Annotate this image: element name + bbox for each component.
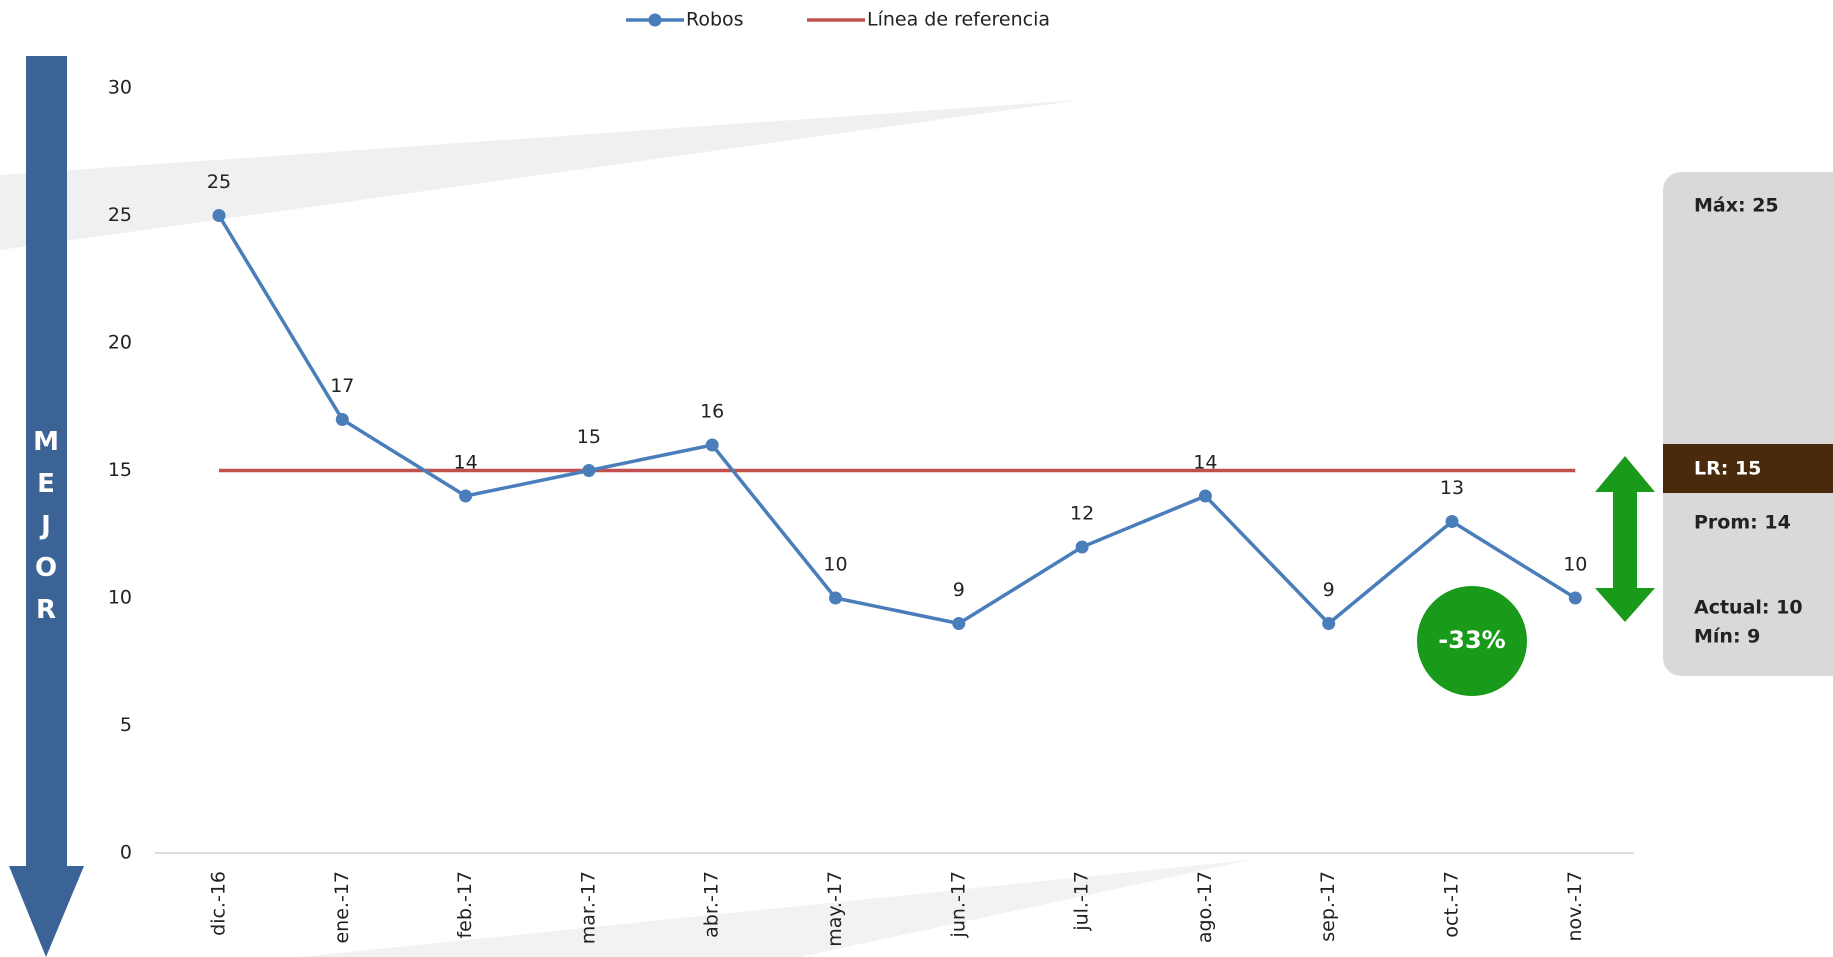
y-tick-label: 5 (120, 714, 132, 736)
legend-marker (648, 13, 662, 27)
data-label: 13 (1440, 477, 1464, 499)
point (705, 438, 719, 452)
point (459, 489, 473, 503)
x-tick-label: sep.-17 (1317, 871, 1339, 942)
data-label: 10 (1563, 554, 1587, 576)
point (1322, 617, 1336, 630)
point (1445, 515, 1459, 528)
y-tick-label: 25 (108, 204, 132, 226)
panel-min: Mín: 9 (1694, 626, 1760, 648)
point (582, 464, 596, 477)
x-tick-label: mar.-17 (577, 871, 599, 944)
panel-actual: Actual: 10 (1694, 597, 1803, 619)
summary-panel (1663, 172, 1833, 676)
data-label: 9 (953, 579, 965, 601)
data-label: 17 (330, 375, 354, 397)
series-line (217, 214, 1577, 626)
x-tick-label: may.-17 (824, 871, 846, 947)
x-tick-label: jul.-17 (1071, 871, 1093, 932)
point (952, 617, 966, 630)
x-tick-label: jun.-17 (947, 871, 969, 938)
data-label: 14 (1193, 452, 1217, 474)
x-tick-label: ago.-17 (1194, 871, 1216, 943)
badge-text: -33% (1438, 626, 1505, 654)
y-tick-label: 30 (108, 77, 132, 99)
x-tick-label: ene.-17 (331, 871, 353, 944)
bg-swoosh (0, 100, 1080, 250)
point (212, 209, 226, 222)
badge (1417, 586, 1527, 696)
y-tick-label: 20 (108, 332, 132, 354)
lr-band (1663, 444, 1833, 493)
x-tick-label: feb.-17 (454, 871, 476, 939)
legend-label: Línea de referencia (867, 9, 1050, 31)
point (1568, 591, 1582, 605)
data-label: 15 (577, 426, 601, 448)
side-arrow-head (9, 866, 84, 957)
y-tick-label: 0 (120, 842, 132, 864)
y-tick-label: 15 (108, 459, 132, 481)
data-label: 10 (823, 554, 847, 576)
bg-swoosh (300, 860, 1250, 957)
panel-max: Máx: 25 (1694, 195, 1779, 217)
data-label: 9 (1323, 579, 1335, 601)
legend-label: Robos (686, 9, 744, 31)
data-label: 16 (700, 401, 724, 423)
x-tick-label: dic.-16 (208, 871, 230, 936)
data-label: 14 (454, 452, 478, 474)
x-tick-label: oct.-17 (1441, 871, 1463, 938)
panel-prom: Prom: 14 (1694, 512, 1791, 534)
x-tick-label: nov.-17 (1564, 871, 1586, 942)
data-label: 25 (207, 171, 231, 193)
point (1198, 489, 1212, 503)
point (829, 591, 842, 605)
y-tick-label: 10 (108, 587, 132, 609)
panel-lr: LR: 15 (1694, 458, 1761, 480)
x-tick-label: abr.-17 (701, 871, 723, 938)
point (335, 413, 349, 426)
point (1075, 540, 1089, 554)
side-arrow-shaft (26, 56, 67, 871)
double-arrow (1595, 456, 1655, 622)
data-label: 12 (1070, 503, 1094, 525)
